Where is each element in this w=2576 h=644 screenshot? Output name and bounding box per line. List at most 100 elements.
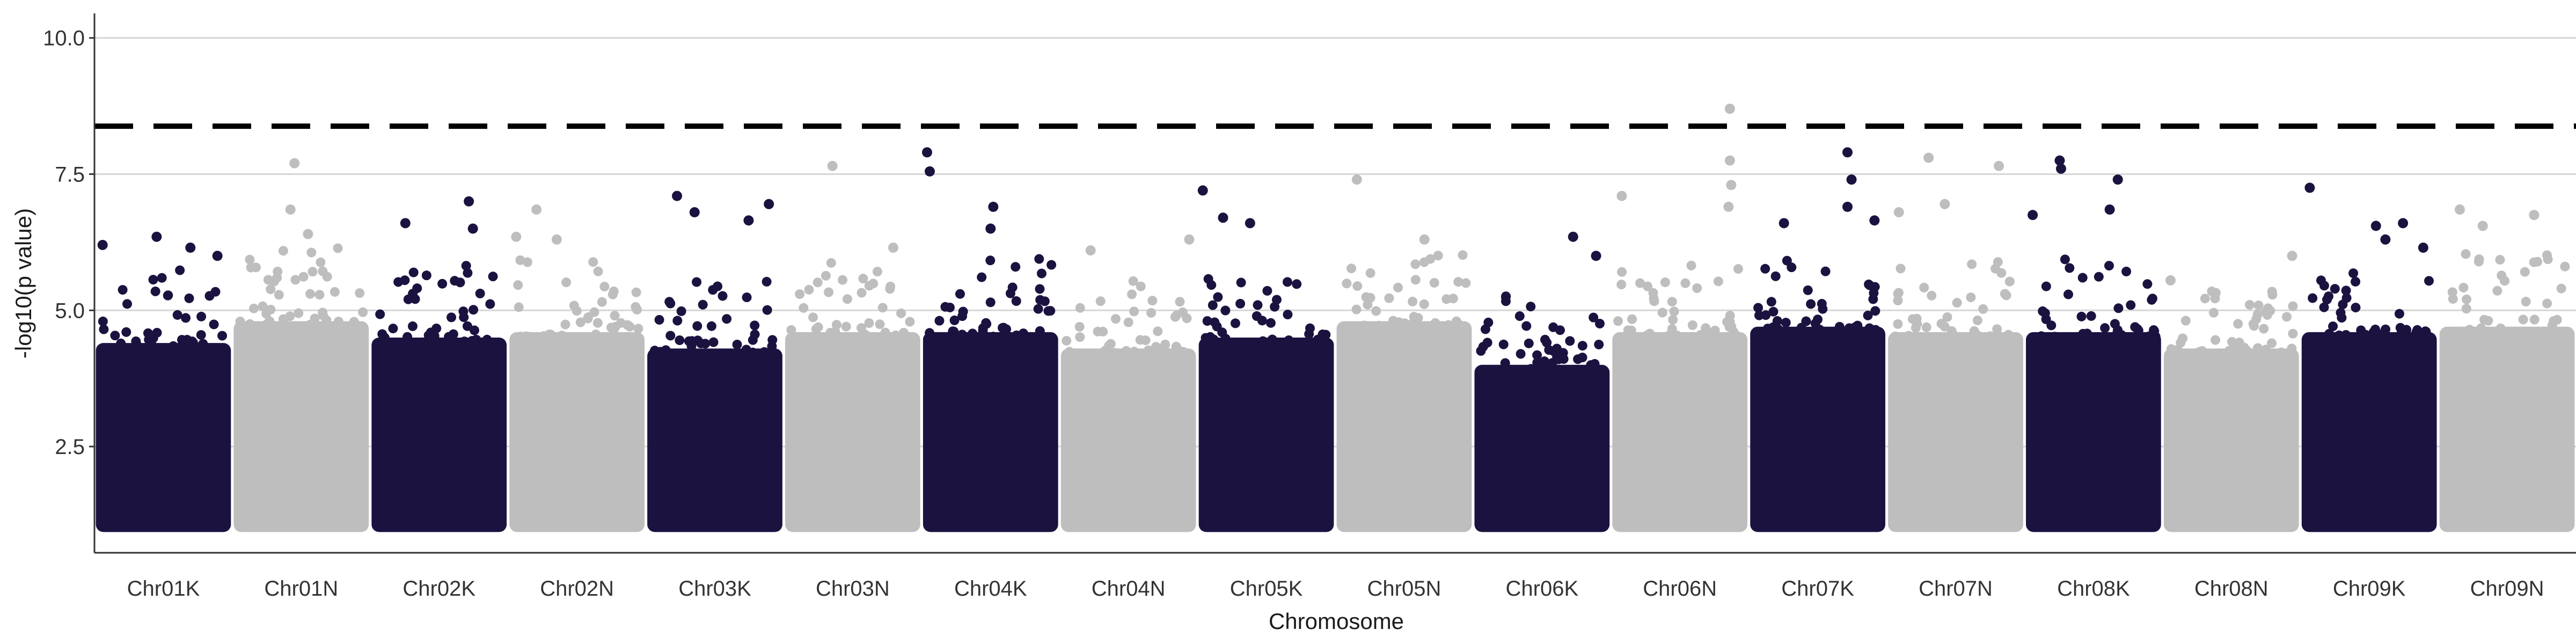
point	[1064, 347, 1074, 357]
point	[1813, 314, 1823, 325]
point	[2520, 267, 2530, 277]
point	[1360, 321, 1370, 332]
point	[1850, 322, 1860, 332]
point	[333, 317, 343, 327]
point	[1253, 300, 1263, 310]
point	[2557, 327, 2567, 337]
point	[1284, 335, 1294, 345]
point	[2233, 319, 2243, 329]
point	[2263, 303, 2273, 313]
point	[1235, 298, 1246, 309]
point	[2178, 333, 2188, 343]
point	[2288, 301, 2298, 311]
point	[358, 307, 368, 317]
x-tick-label: Chr05N	[1367, 577, 1441, 601]
point	[1483, 317, 1494, 327]
point	[633, 324, 643, 334]
point-peak	[1351, 174, 1362, 185]
point	[665, 298, 676, 309]
point	[1046, 260, 1057, 270]
point	[1110, 348, 1120, 358]
x-tick-label: Chr03K	[678, 577, 751, 601]
point	[842, 294, 852, 304]
point	[708, 337, 719, 347]
point	[1038, 332, 1049, 342]
point	[1448, 294, 1458, 304]
point	[1680, 278, 1690, 288]
point	[1121, 346, 1131, 356]
point	[2180, 316, 2191, 326]
point	[1589, 312, 1599, 323]
point	[2456, 326, 2466, 336]
point-peak	[1085, 245, 1096, 256]
point	[795, 289, 805, 299]
point	[2100, 323, 2110, 333]
point-peak	[1591, 251, 1601, 261]
point	[2480, 327, 2491, 337]
point	[1672, 330, 1682, 340]
point	[99, 324, 109, 334]
point	[412, 283, 422, 294]
point	[1870, 306, 1880, 316]
point	[1371, 306, 1381, 316]
point	[305, 289, 316, 299]
point-peak	[400, 218, 411, 229]
point	[1594, 319, 1605, 329]
point	[122, 299, 132, 309]
point	[854, 332, 865, 342]
point	[1005, 288, 1015, 298]
point	[170, 343, 180, 353]
point	[1642, 330, 1652, 340]
point-peak	[289, 158, 300, 169]
point	[1668, 314, 1678, 325]
point	[2208, 308, 2219, 318]
point	[1035, 284, 1045, 294]
point	[610, 311, 620, 321]
point	[1766, 297, 1776, 307]
point	[2462, 294, 2472, 304]
point	[2041, 281, 2051, 291]
point	[698, 299, 708, 310]
point	[1577, 341, 1587, 351]
point	[1806, 299, 1816, 309]
point	[1893, 319, 1903, 329]
point	[521, 331, 531, 341]
point-peak	[2398, 218, 2409, 229]
point	[217, 331, 228, 341]
point	[676, 306, 686, 316]
point	[2319, 332, 2329, 342]
point	[375, 309, 385, 319]
dense-point-bands	[96, 321, 2575, 532]
x-tick-label: Chr06K	[1506, 577, 1579, 601]
point	[1558, 348, 1568, 358]
point	[1993, 257, 2003, 267]
point	[1034, 254, 1044, 264]
point	[2322, 295, 2332, 305]
point	[1521, 321, 1532, 331]
point	[597, 297, 607, 307]
point-peak	[1245, 218, 1255, 229]
point	[2521, 297, 2531, 307]
point	[1791, 327, 1801, 337]
point	[1106, 339, 1116, 349]
point	[2287, 343, 2297, 354]
x-tick-label: Chr04K	[954, 577, 1027, 601]
point-peak	[985, 223, 996, 234]
point	[1532, 365, 1542, 375]
point	[560, 319, 570, 330]
point	[713, 281, 723, 291]
point	[2211, 288, 2221, 298]
point	[1893, 295, 1903, 305]
point	[750, 330, 760, 340]
point	[2370, 324, 2381, 334]
point	[450, 276, 460, 286]
point	[2356, 332, 2366, 342]
point	[2046, 320, 2057, 331]
point	[1565, 336, 1575, 346]
point	[522, 257, 532, 267]
point	[175, 265, 185, 275]
point	[750, 320, 760, 331]
point	[588, 257, 598, 267]
point	[1129, 348, 1139, 358]
point	[1904, 331, 1914, 341]
